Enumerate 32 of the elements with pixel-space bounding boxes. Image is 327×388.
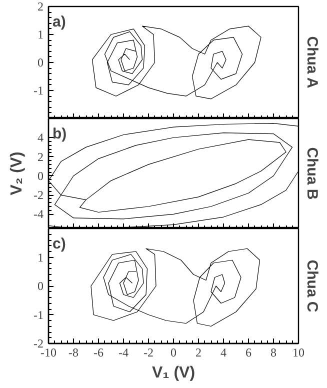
y-tick-label: -1	[34, 308, 44, 322]
text: Chua B	[304, 147, 320, 200]
annotation: b)	[52, 126, 67, 142]
annotation: c)	[52, 236, 66, 252]
y-tick-label: -1	[34, 84, 44, 98]
y-tick-label: 0	[38, 279, 44, 293]
x-tick-label: 6	[246, 346, 252, 360]
y-tick-label: -2	[34, 188, 44, 202]
y-tick-label: 1	[38, 28, 44, 42]
x-tick-label: -2	[144, 346, 154, 360]
text: Chua C	[304, 260, 320, 312]
x-tick-label: 4	[220, 346, 226, 360]
x-tick-label: 10	[292, 346, 304, 360]
x-axis-title: V₁ (V)	[152, 364, 196, 382]
text: Chua A	[304, 36, 320, 88]
y-tick-label: 0	[38, 56, 44, 70]
line-series	[92, 26, 262, 100]
x-tick-label: -6	[94, 346, 104, 360]
y-tick-label: 4	[38, 130, 44, 145]
x-tick-label: 8	[270, 346, 276, 360]
y-tick-label: 2	[38, 150, 44, 164]
line-series	[90, 248, 260, 327]
y-tick-label: 2	[38, 0, 44, 14]
x-tick-label: -8	[68, 346, 78, 360]
x-tick-label: 0	[170, 346, 176, 360]
x-tick-label: -4	[118, 346, 128, 360]
x-tick-label: 2	[196, 346, 202, 360]
annotation: a)	[52, 14, 66, 30]
y-tick-label: -4	[34, 207, 44, 222]
y-tick-label: 1	[38, 250, 44, 264]
y-axis-title: V₂ (V)	[8, 152, 26, 196]
y-tick-label: 0	[38, 168, 44, 183]
